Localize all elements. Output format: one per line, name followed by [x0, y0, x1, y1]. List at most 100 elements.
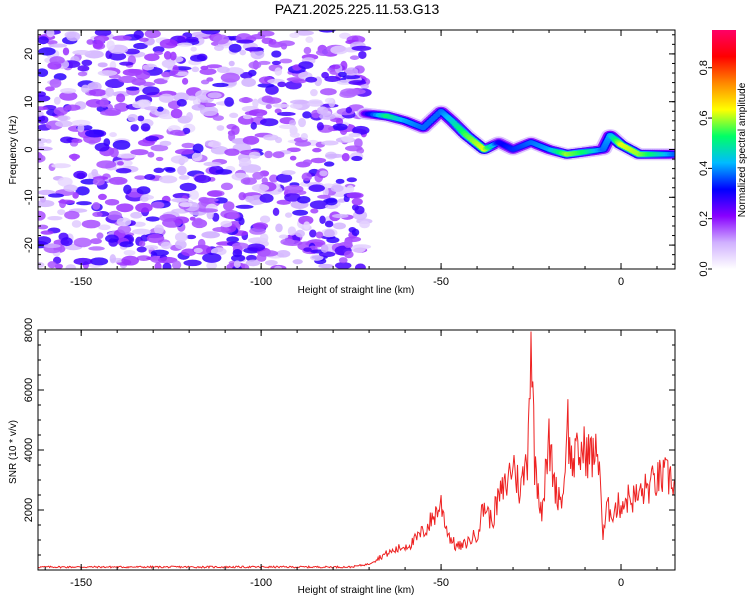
- heatmap-cell: [96, 232, 104, 239]
- heatmap-cell: [62, 47, 70, 56]
- heatmap-cell: [281, 170, 296, 176]
- heatmap-cell: [348, 227, 357, 233]
- heatmap-cell: [231, 254, 246, 262]
- heatmap-cell: [98, 224, 111, 231]
- heatmap-cell: [75, 186, 90, 196]
- heatmap-cell: [320, 88, 337, 96]
- heatmap-cell: [92, 39, 104, 49]
- heatmap-cell: [302, 159, 313, 165]
- heatmap-cell: [330, 45, 348, 55]
- heatmap-cell: [250, 33, 266, 40]
- snr-y-tick-label: 8000: [23, 318, 35, 342]
- heatmap-cell: [53, 96, 61, 105]
- heatmap-cell: [278, 234, 289, 239]
- heatmap-cell: [49, 78, 62, 88]
- heatmap-cell: [156, 106, 164, 112]
- heatmap-cell: [172, 64, 179, 75]
- heatmap-cell: [240, 72, 253, 79]
- heatmap-cell: [289, 103, 303, 109]
- heatmap-cell: [169, 51, 177, 61]
- colorbar-tick-label: 0.0: [698, 261, 710, 276]
- heatmap-cell: [137, 115, 145, 122]
- heatmap-cell: [336, 108, 355, 116]
- heatmap-cell: [109, 147, 119, 158]
- snr-panel: -150 -100 -50 0 2000 4000 6000 8000 Height of …: [8, 318, 676, 596]
- heatmap-cell: [144, 106, 159, 111]
- heatmap-cell: [144, 53, 160, 62]
- heatmap-cell: [216, 66, 230, 74]
- heatmap-cell: [63, 184, 78, 192]
- heatmap-cell: [109, 254, 117, 264]
- heatmap-cell: [152, 46, 165, 53]
- heatmap-cell: [238, 217, 245, 226]
- heatmap-cell: [77, 65, 90, 72]
- heatmap-y-tick-label: 20: [23, 48, 35, 60]
- heatmap-cell: [290, 99, 309, 105]
- heatmap-cell: [206, 77, 214, 82]
- heatmap-cell: [133, 30, 144, 40]
- heatmap-cell: [150, 249, 169, 257]
- heatmap-cell: [240, 177, 257, 185]
- heatmap-cell: [228, 60, 235, 67]
- heatmap-cell: [359, 220, 370, 229]
- heatmap-cell: [239, 49, 247, 56]
- heatmap-cell: [301, 172, 313, 181]
- heatmap-cell: [346, 177, 357, 183]
- heatmap-cell: [163, 51, 172, 60]
- heatmap-cell: [213, 44, 224, 51]
- heatmap-cell: [252, 98, 259, 109]
- heatmap-cell: [341, 152, 350, 162]
- heatmap-cell: [259, 233, 269, 242]
- heatmap-cell: [315, 49, 332, 56]
- heatmap-cell: [203, 161, 222, 167]
- heatmap-cell: [97, 62, 108, 68]
- snr-x-tick-label: -150: [70, 577, 92, 589]
- heatmap-cell: [116, 217, 132, 227]
- heatmap-cell: [104, 198, 120, 206]
- heatmap-cell: [38, 106, 49, 111]
- heatmap-cell: [154, 262, 162, 269]
- heatmap-cell: [171, 197, 189, 203]
- heatmap-cell: [324, 75, 341, 82]
- heatmap-cell: [212, 115, 225, 121]
- heatmap-cell: [142, 86, 160, 96]
- snr-x-label: Height of straight line (km): [298, 585, 415, 596]
- heatmap-cell: [119, 241, 134, 248]
- heatmap-cell: [343, 250, 354, 259]
- heatmap-cell: [189, 189, 199, 200]
- heatmap-cell: [38, 94, 51, 102]
- heatmap-cell: [158, 93, 174, 103]
- heatmap-cell: [108, 52, 127, 61]
- heatmap-cell: [38, 142, 45, 147]
- heatmap-x-label: Height of straight line (km): [298, 285, 415, 296]
- heatmap-cell: [250, 200, 261, 206]
- heatmap-cell: [318, 263, 334, 269]
- heatmap-cell: [97, 70, 118, 77]
- heatmap-cell: [181, 142, 195, 149]
- heatmap-cell: [145, 135, 159, 142]
- heatmap-cell: [259, 193, 274, 203]
- heatmap-cell: [66, 31, 81, 42]
- heatmap-cell: [153, 78, 168, 85]
- heatmap-cell: [140, 123, 151, 132]
- heatmap-cell: [224, 97, 234, 107]
- heatmap-cell: [354, 263, 366, 269]
- heatmap-cell: [201, 30, 221, 35]
- heatmap-cell: [202, 252, 222, 263]
- heatmap-cell: [116, 161, 124, 166]
- heatmap-x-tick-label: -50: [433, 276, 449, 288]
- heatmap-cell: [303, 221, 311, 230]
- heatmap-cell: [73, 237, 92, 248]
- heatmap-cell: [94, 142, 110, 152]
- heatmap-cell: [351, 155, 363, 162]
- heatmap-cell: [358, 50, 367, 59]
- heatmap-cell: [224, 148, 240, 156]
- heatmap-cell: [344, 67, 359, 76]
- heatmap-cell: [248, 61, 262, 69]
- heatmap-cell: [242, 114, 252, 120]
- heatmap-cell: [49, 56, 65, 65]
- heatmap-cell: [119, 61, 134, 66]
- heatmap-cell: [77, 71, 88, 77]
- heatmap-cell: [212, 227, 230, 233]
- heatmap-cell: [343, 239, 353, 248]
